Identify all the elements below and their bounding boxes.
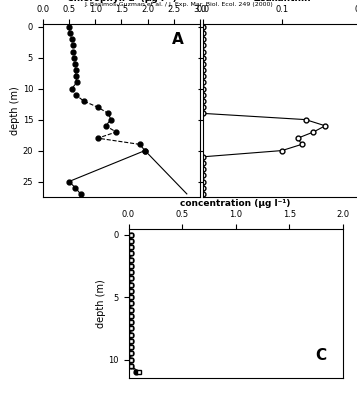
X-axis label: Zeaxanthin: Zeaxanthin bbox=[253, 0, 311, 3]
Y-axis label: depth (m): depth (m) bbox=[96, 279, 106, 328]
Y-axis label: depth (m): depth (m) bbox=[10, 86, 20, 135]
X-axis label: Chlorophyll α  (μg l⁻¹): Chlorophyll α (μg l⁻¹) bbox=[66, 0, 176, 3]
Text: A: A bbox=[172, 32, 183, 47]
Text: C: C bbox=[315, 348, 326, 363]
X-axis label: concentration (μg l⁻¹): concentration (μg l⁻¹) bbox=[180, 199, 291, 208]
Text: J. Basimos-Guzman et al. / J. Exp. Mar. Biol. Ecol. 249 (2000): J. Basimos-Guzman et al. / J. Exp. Mar. … bbox=[84, 2, 273, 7]
